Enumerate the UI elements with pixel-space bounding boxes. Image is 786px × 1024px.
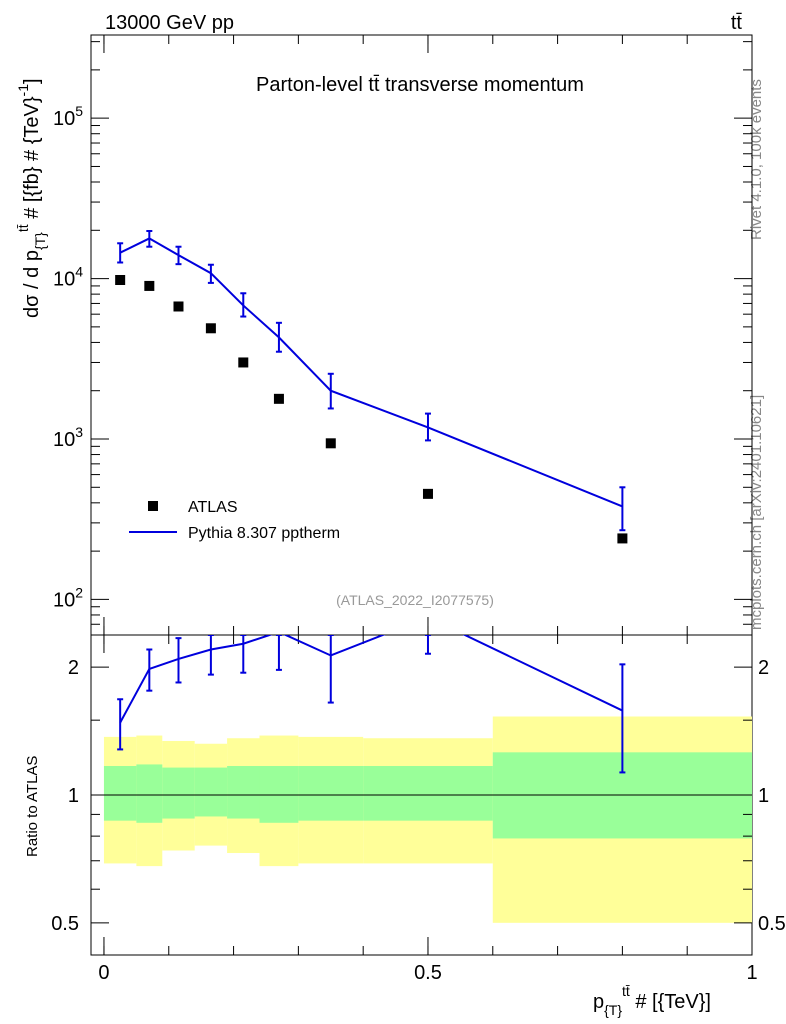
stat-uncertainty-band: [227, 765, 260, 819]
ratio-tick-label-right: 1: [758, 785, 769, 807]
y-tick-base: 10: [53, 269, 75, 291]
main-plot-frame: [90, 34, 753, 636]
atlas-data-point: [173, 301, 184, 312]
y-axis-label-sup2: -1: [15, 84, 31, 97]
ratio-tick-label-left: 2: [68, 657, 79, 679]
atlas-data-point: [422, 488, 433, 499]
x-tick-label: 1: [746, 962, 757, 984]
x-axis-label-sup: tt̄: [622, 983, 630, 999]
y-tick-exponent: 2: [75, 584, 83, 600]
ratio-tick-label-right: 2: [758, 657, 769, 679]
y-tick-label: 103: [53, 424, 83, 451]
y-axis-label-rest: # [{fb} # {TeV}: [21, 96, 43, 224]
rivet-version-label: Rivet 4.1.0, 100k events: [748, 79, 765, 240]
ratio-tick-label-right: 0.5: [758, 913, 786, 935]
x-axis-label-rest: # [{TeV}]: [630, 991, 711, 1013]
atlas-data-point: [238, 357, 249, 368]
y-tick-label: 104: [53, 264, 83, 291]
mcplots-label: mcplots.cern.ch [arXiv:2401.10621]: [748, 395, 765, 630]
header-energy-label: 13000 GeV pp: [105, 12, 234, 34]
stat-uncertainty-band: [194, 767, 228, 817]
x-tick-label: 0: [98, 962, 109, 984]
legend-pythia-label: Pythia 8.307 pptherm: [188, 525, 340, 542]
legend-atlas-marker: [148, 501, 158, 511]
atlas-data-point: [273, 393, 284, 404]
y-tick-base: 10: [53, 429, 75, 451]
y-tick-exponent: 3: [75, 424, 83, 440]
ratio-tick-label-left: 0.5: [51, 913, 79, 935]
x-axis-label-p: p: [593, 991, 604, 1013]
stat-uncertainty-band: [103, 765, 137, 821]
stat-uncertainty-band: [136, 764, 163, 823]
pythia-series-line: [119, 237, 623, 508]
y-tick-label: 105: [53, 103, 83, 130]
atlas-data-point: [205, 323, 216, 334]
y-axis-label-close: ]: [21, 78, 43, 84]
y-axis-label-sup: tt̄: [15, 224, 31, 232]
y-axis-label-sub: {T}: [32, 232, 48, 250]
y-tick-exponent: 4: [75, 264, 83, 280]
stat-uncertainty-band: [259, 765, 299, 823]
main-series: [115, 229, 628, 544]
y-tick-base: 10: [53, 589, 75, 611]
stat-uncertainty-band: [363, 765, 493, 821]
stat-uncertainty-band: [298, 765, 364, 821]
x-axis-label: p{T}tt̄ # [{TeV}]: [593, 983, 711, 1018]
header-process-label: tt̄: [731, 12, 743, 34]
y-tick-exponent: 5: [75, 103, 83, 119]
ratio-y-axis-label: Ratio to ATLAS: [24, 756, 41, 857]
y-axis-label-main: dσ / d p: [21, 250, 43, 318]
y-tick-base: 10: [53, 108, 75, 130]
atlas-data-point: [617, 533, 628, 544]
legend-atlas-label: ATLAS: [188, 499, 238, 516]
pythia-ratio-line: [119, 635, 623, 724]
ratio-uncertainty-bands: [103, 716, 752, 923]
chart-title: Parton-level tt̄ transverse momentum: [256, 74, 584, 96]
x-axis-label-sub: {T}: [604, 1002, 622, 1018]
analysis-id-label: (ATLAS_2022_I2077575): [336, 592, 494, 608]
x-tick-label: 0.5: [414, 962, 442, 984]
ratio-series-clipped: [117, 635, 626, 774]
atlas-data-point: [115, 274, 126, 285]
y-axis-label: dσ / d p{T}tt̄ # [{fb} # {TeV}-1]: [15, 78, 48, 318]
stat-uncertainty-band: [162, 767, 195, 819]
ratio-tick-label-left: 1: [68, 785, 79, 807]
atlas-data-point: [144, 280, 155, 291]
y-tick-label: 102: [53, 584, 83, 611]
ratio-series: [117, 635, 626, 774]
atlas-data-point: [325, 438, 336, 449]
